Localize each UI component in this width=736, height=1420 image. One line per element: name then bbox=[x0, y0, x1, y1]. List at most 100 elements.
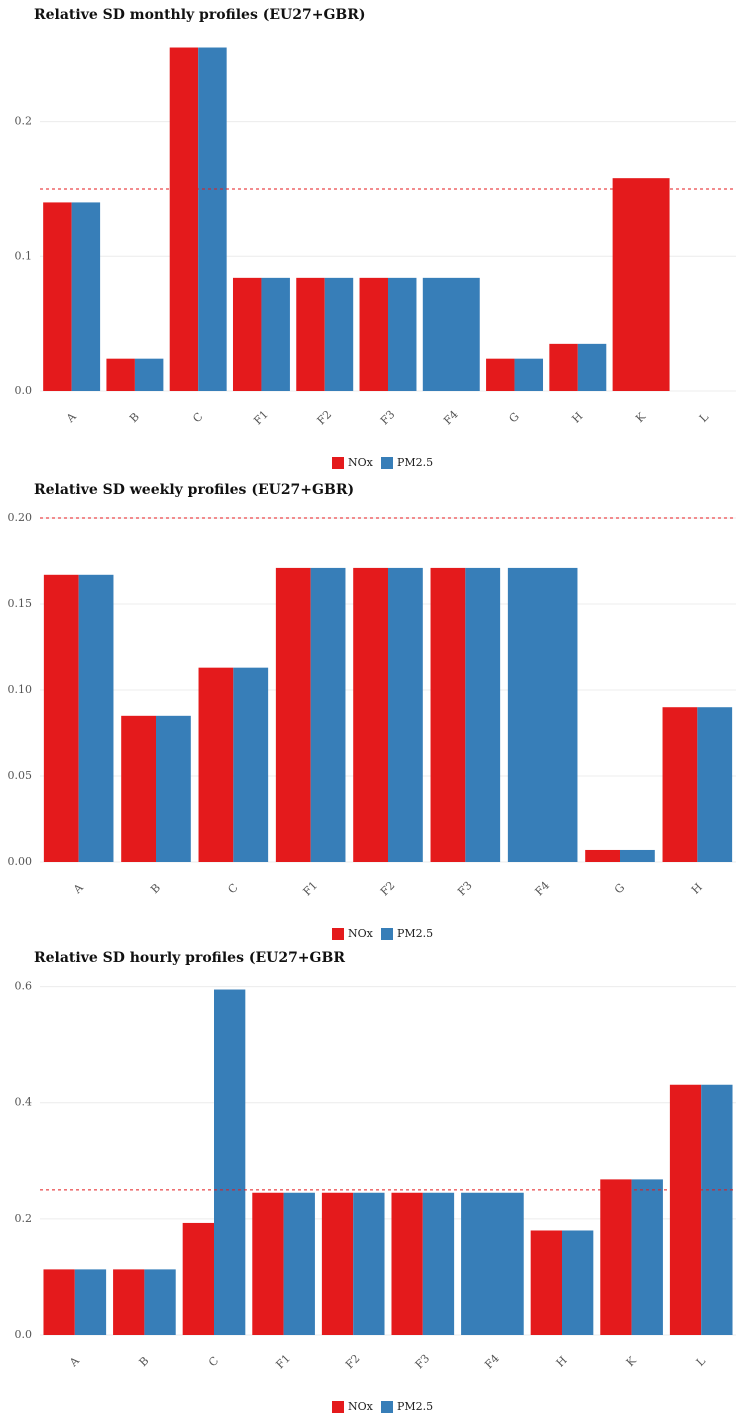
x-tick-label: B bbox=[148, 881, 163, 896]
bar bbox=[275, 567, 311, 862]
bar bbox=[388, 567, 423, 862]
y-tick-label: 0.20 bbox=[8, 511, 33, 524]
bar bbox=[701, 1084, 733, 1335]
y-tick-label: 0.2 bbox=[15, 1212, 33, 1225]
bar bbox=[461, 1192, 524, 1335]
y-tick-label: 0.10 bbox=[8, 683, 33, 696]
x-tick-label: F1 bbox=[273, 1352, 293, 1372]
x-tick-label: F1 bbox=[301, 879, 321, 899]
x-tick-label: C bbox=[225, 881, 240, 896]
bar bbox=[430, 567, 466, 862]
bar bbox=[321, 1192, 354, 1335]
bar bbox=[549, 343, 578, 391]
bar bbox=[144, 1269, 176, 1335]
bar bbox=[169, 47, 199, 391]
x-tick-label: L bbox=[694, 1354, 709, 1369]
bar bbox=[585, 849, 620, 862]
bar bbox=[353, 567, 388, 862]
x-tick-label: K bbox=[633, 410, 649, 426]
bar bbox=[600, 1179, 632, 1335]
x-tick-label: F4 bbox=[441, 408, 461, 428]
chart-title: Relative SD weekly profiles (EU27+GBR) bbox=[34, 482, 354, 498]
x-tick-label: C bbox=[206, 1354, 221, 1369]
bar bbox=[252, 1192, 284, 1335]
bar bbox=[232, 277, 262, 391]
bar bbox=[283, 1192, 315, 1335]
y-tick-label: 0.15 bbox=[8, 597, 33, 610]
bar bbox=[43, 574, 79, 862]
legend-label: NOx bbox=[348, 1400, 374, 1413]
bar bbox=[214, 989, 246, 1335]
bar bbox=[121, 715, 156, 862]
bar bbox=[78, 574, 114, 862]
x-tick-label: K bbox=[624, 1354, 640, 1370]
bar bbox=[43, 1269, 75, 1335]
bar bbox=[296, 277, 325, 391]
legend-swatch bbox=[332, 928, 344, 940]
x-tick-label: A bbox=[66, 1353, 82, 1369]
x-tick-label: F1 bbox=[251, 408, 271, 428]
x-tick-label: L bbox=[697, 410, 712, 425]
bar bbox=[106, 358, 135, 391]
x-tick-label: F3 bbox=[378, 408, 398, 428]
x-tick-label: F3 bbox=[413, 1352, 433, 1372]
x-tick-label: F2 bbox=[315, 408, 335, 428]
bar bbox=[261, 277, 290, 391]
x-tick-label: F4 bbox=[482, 1352, 502, 1372]
bar bbox=[631, 1179, 663, 1335]
chart-title: Relative SD monthly profiles (EU27+GBR) bbox=[34, 7, 366, 23]
x-tick-label: B bbox=[127, 410, 142, 425]
x-tick-label: G bbox=[506, 410, 521, 425]
legend-label: NOx bbox=[348, 456, 374, 469]
bar bbox=[74, 1269, 107, 1335]
bar bbox=[562, 1230, 594, 1335]
bar bbox=[353, 1192, 385, 1335]
y-tick-label: 0.2 bbox=[15, 115, 33, 128]
chart-title: Relative SD hourly profiles (EU27+GBR bbox=[34, 950, 345, 966]
bar bbox=[662, 707, 698, 862]
legend-swatch bbox=[381, 1401, 393, 1413]
bar bbox=[198, 47, 227, 391]
x-tick-label: F2 bbox=[343, 1352, 363, 1372]
bar bbox=[422, 1192, 455, 1335]
legend-label: PM2.5 bbox=[397, 1400, 433, 1413]
y-tick-label: 0.05 bbox=[8, 769, 33, 782]
y-tick-label: 0.1 bbox=[15, 249, 33, 262]
legend-swatch bbox=[381, 457, 393, 469]
bar bbox=[422, 277, 480, 391]
bar bbox=[134, 358, 164, 391]
bar bbox=[465, 567, 501, 862]
legend-label: NOx bbox=[348, 927, 374, 940]
y-tick-label: 0.6 bbox=[15, 980, 33, 993]
bar bbox=[577, 343, 607, 391]
bar bbox=[388, 277, 417, 391]
bar bbox=[669, 1084, 702, 1335]
legend-label: PM2.5 bbox=[397, 456, 433, 469]
x-tick-label: A bbox=[70, 880, 86, 896]
bar bbox=[233, 667, 269, 862]
x-tick-label: G bbox=[612, 881, 627, 896]
bar bbox=[182, 1222, 214, 1335]
x-tick-label: H bbox=[689, 881, 705, 897]
x-tick-label: C bbox=[190, 410, 205, 425]
bar bbox=[697, 707, 733, 862]
bar bbox=[507, 567, 578, 862]
bar bbox=[156, 715, 191, 862]
bar bbox=[514, 358, 544, 391]
bar bbox=[43, 202, 72, 391]
y-tick-label: 0.00 bbox=[8, 855, 33, 868]
y-tick-label: 0.0 bbox=[15, 384, 33, 397]
bar bbox=[359, 277, 388, 391]
bar bbox=[71, 202, 101, 391]
x-tick-label: A bbox=[63, 409, 79, 425]
x-tick-label: F4 bbox=[533, 879, 553, 899]
bar bbox=[391, 1192, 423, 1335]
x-tick-label: H bbox=[569, 410, 585, 426]
bar bbox=[310, 567, 346, 862]
y-tick-label: 0.0 bbox=[15, 1328, 33, 1341]
bar bbox=[486, 358, 515, 391]
legend-swatch bbox=[332, 1401, 344, 1413]
x-tick-label: F2 bbox=[378, 879, 398, 899]
x-tick-label: F3 bbox=[455, 879, 475, 899]
